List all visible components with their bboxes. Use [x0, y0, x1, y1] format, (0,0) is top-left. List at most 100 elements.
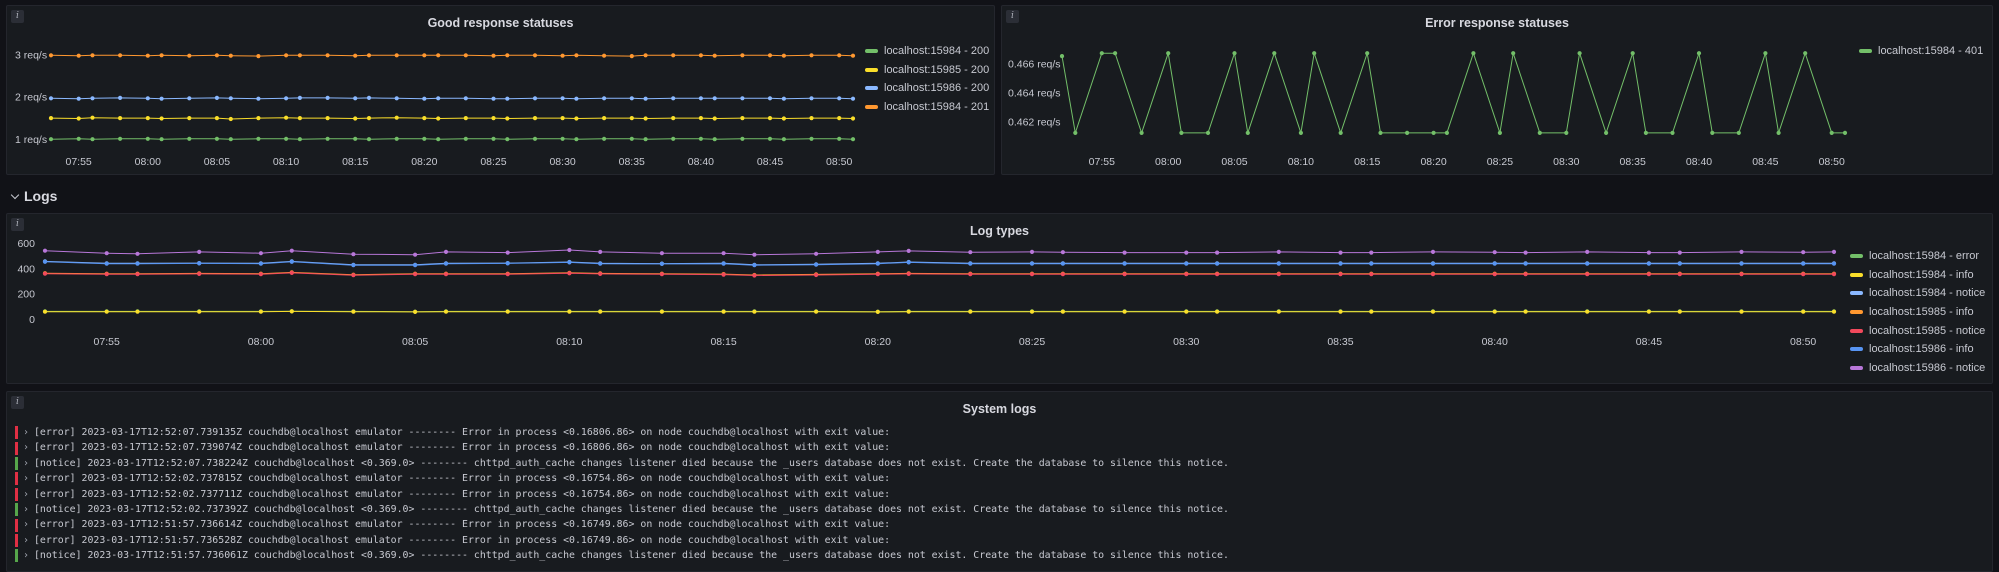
data-point — [394, 136, 399, 141]
log-line[interactable]: › [error] 2023-03-17T12:52:07.739074Z cou… — [15, 440, 1991, 455]
chevron-right-icon[interactable]: › — [23, 550, 29, 562]
log-text: [error] 2023-03-17T12:52:02.737815Z couc… — [33, 473, 891, 485]
data-point — [289, 248, 294, 253]
data-point — [752, 309, 757, 314]
data-point — [698, 136, 704, 141]
log-level-indicator — [15, 487, 18, 501]
data-point — [1604, 130, 1609, 135]
data-point — [187, 53, 192, 58]
data-point — [1801, 261, 1806, 266]
series[interactable] — [48, 115, 856, 122]
legend-item[interactable]: localhost:15984 - error — [1850, 247, 1985, 266]
data-point — [1492, 261, 1497, 266]
info-icon[interactable]: i — [1006, 10, 1019, 23]
log-line[interactable]: › [error] 2023-03-17T12:52:02.737711Z cou… — [15, 487, 1991, 502]
chevron-right-icon[interactable]: › — [23, 457, 29, 469]
legend-item[interactable]: localhost:15984 - notice — [1850, 284, 1985, 303]
x-tick-label: 08:10 — [556, 336, 582, 348]
log-line[interactable]: › [notice] 2023-03-17T12:52:07.738224Z co… — [15, 456, 1991, 471]
series[interactable] — [42, 270, 1837, 278]
data-point — [1677, 272, 1682, 277]
series[interactable] — [1059, 51, 1848, 135]
data-point — [1736, 130, 1741, 135]
data-point — [1276, 261, 1281, 266]
legend-item[interactable]: localhost:15984 - info — [1850, 266, 1985, 285]
log-line[interactable]: › [error] 2023-03-17T12:52:07.739135Z cou… — [15, 425, 1991, 440]
data-point — [968, 272, 973, 277]
data-point — [505, 137, 510, 142]
chevron-right-icon[interactable]: › — [23, 442, 29, 454]
panel-error-response-statuses: i Error response statuses 0.462 req/s 0.4… — [1001, 5, 1993, 175]
data-point — [809, 53, 814, 58]
legend-item[interactable]: localhost:15985 - notice — [1850, 321, 1985, 340]
series[interactable] — [42, 309, 1837, 314]
chevron-right-icon[interactable]: › — [23, 503, 29, 515]
good-response-chart: 1 req/s 2 req/s 3 req/s 07:55 08:00 08:05 08:1… — [15, 49, 856, 168]
x-tick-label: 08:25 — [1487, 156, 1513, 168]
data-point — [505, 116, 510, 121]
info-icon[interactable]: i — [11, 218, 24, 231]
data-point — [1646, 309, 1651, 314]
log-text: [error] 2023-03-17T12:52:07.739135Z couc… — [33, 427, 891, 438]
data-point — [197, 309, 202, 314]
x-tick-label: 08:40 — [688, 156, 714, 168]
chevron-right-icon[interactable]: › — [23, 534, 29, 546]
data-point — [1801, 250, 1806, 255]
log-line[interactable]: › [notice] 2023-03-17T12:52:02.737392Z co… — [15, 502, 1991, 517]
legend-item[interactable]: localhost:15986 - notice — [1850, 359, 1985, 378]
panel-title[interactable]: System logs — [962, 402, 1037, 416]
legend-label: localhost:15984 - notice — [1869, 287, 1986, 300]
data-point — [1803, 51, 1808, 56]
data-point — [1215, 272, 1220, 277]
data-point — [228, 116, 233, 122]
log-level-indicator — [15, 456, 18, 470]
log-level-indicator — [15, 533, 18, 547]
x-tick-label: 08:05 — [1221, 156, 1247, 168]
data-point — [574, 53, 579, 58]
chevron-right-icon[interactable]: › — [23, 519, 29, 531]
data-point — [505, 309, 510, 314]
legend-item[interactable]: localhost:15985 - info — [1850, 303, 1985, 322]
series[interactable] — [48, 136, 856, 142]
log-line[interactable]: › [error] 2023-03-17T12:51:57.736614Z cou… — [15, 517, 1991, 532]
legend-item[interactable]: localhost:15984 - 200 — [865, 42, 989, 61]
chevron-right-icon[interactable]: › — [23, 473, 29, 485]
data-point — [1511, 51, 1516, 56]
series[interactable] — [42, 259, 1837, 268]
data-point — [104, 261, 109, 266]
data-point — [463, 116, 468, 121]
data-point — [712, 137, 717, 142]
legend-swatch — [1850, 328, 1863, 333]
chevron-right-icon[interactable]: › — [23, 488, 29, 500]
row-toggle-logs[interactable]: Logs — [10, 186, 57, 206]
panel-title[interactable]: Log types — [969, 224, 1030, 238]
legend-item[interactable]: localhost:15986 - info — [1850, 340, 1985, 359]
legend-item[interactable]: localhost:15985 - 200 — [865, 61, 989, 80]
info-icon[interactable]: i — [11, 396, 24, 409]
legend-item[interactable]: localhost:15986 - 200 — [865, 79, 989, 98]
log-text: [notice] 2023-03-17T12:52:07.738224Z cou… — [33, 457, 1229, 469]
panel-title[interactable]: Good response statuses — [427, 16, 574, 30]
data-point — [1369, 261, 1374, 266]
log-line[interactable]: › [error] 2023-03-17T12:52:02.737815Z cou… — [15, 471, 1991, 486]
data-point — [698, 53, 704, 58]
data-point — [809, 116, 814, 121]
data-point — [602, 136, 607, 141]
series[interactable] — [48, 95, 856, 101]
series[interactable] — [48, 53, 856, 59]
legend-item[interactable]: localhost:15984 - 401 — [1859, 42, 1983, 61]
x-tick-label: 08:10 — [1288, 156, 1314, 168]
data-point — [1670, 130, 1675, 135]
legend-item[interactable]: localhost:15984 - 201 — [865, 98, 989, 117]
panel-log-types: i Log types 0 200 400 600 07:55 08:00 08:05 08:… — [6, 213, 1993, 384]
log-line[interactable]: › [error] 2023-03-17T12:51:57.736528Z cou… — [15, 533, 1991, 548]
log-line[interactable]: › [notice] 2023-03-17T12:51:57.736061Z co… — [15, 548, 1991, 563]
data-point — [351, 252, 356, 257]
series[interactable] — [42, 247, 1837, 257]
panel-title[interactable]: Error response statuses — [1425, 16, 1569, 30]
x-tick-label: 08:20 — [411, 156, 437, 168]
info-icon[interactable]: i — [11, 10, 24, 23]
legend-label: localhost:15985 - notice — [1869, 324, 1986, 337]
chevron-right-icon[interactable]: › — [23, 427, 29, 438]
data-point — [289, 309, 294, 314]
